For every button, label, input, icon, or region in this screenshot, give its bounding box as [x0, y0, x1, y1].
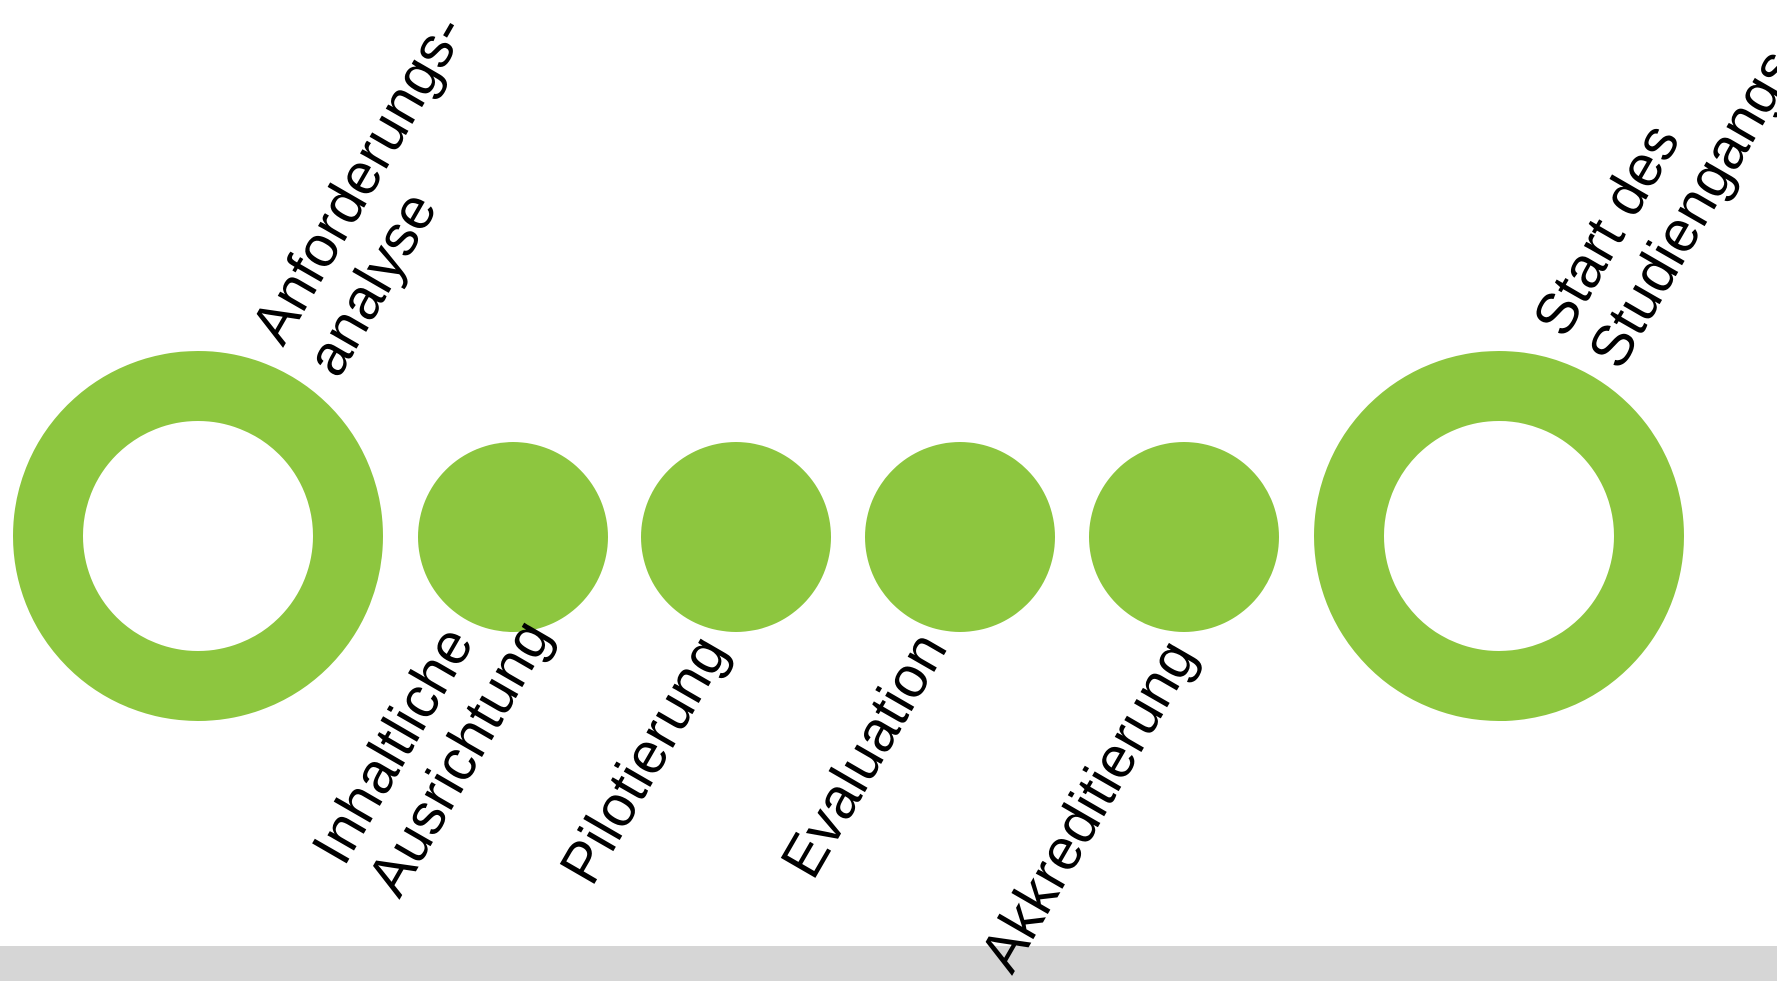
label-start-des-studiengangs: Start des Studiengangs [1520, 7, 1777, 379]
milestone-start-ring [13, 351, 383, 721]
label-line: Evaluation [768, 621, 960, 888]
label-anforderungsanalyse: Anforderungs- analyse [238, 0, 542, 387]
milestone-dot-pilotierung [641, 442, 831, 632]
milestone-dot-inhaltliche-ausrichtung [418, 442, 608, 632]
label-pilotierung: Pilotierung [547, 625, 740, 895]
label-evaluation: Evaluation [768, 621, 960, 888]
milestone-end-ring [1314, 351, 1684, 721]
milestone-dot-akkreditierung [1089, 442, 1279, 632]
label-line: Pilotierung [547, 625, 740, 895]
bottom-bar [0, 946, 1777, 981]
label-akkreditierung: Akkreditierung [967, 629, 1209, 981]
milestone-dot-evaluation [865, 442, 1055, 632]
label-line: Akkreditierung [967, 629, 1209, 981]
